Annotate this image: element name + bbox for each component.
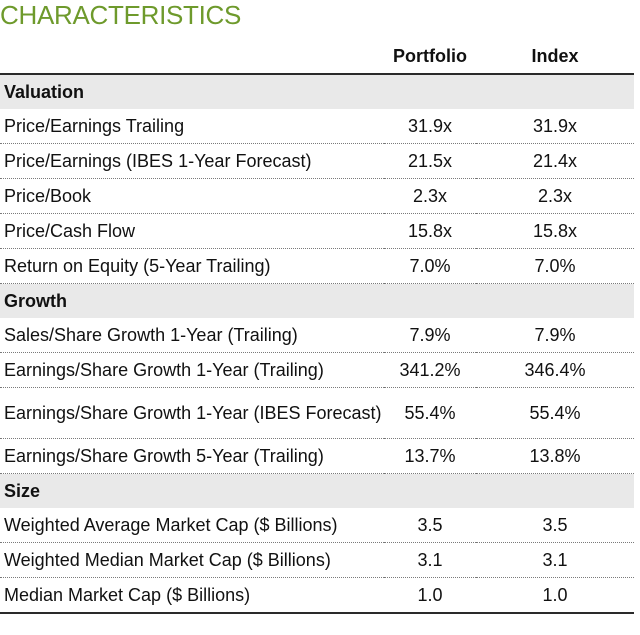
portfolio-value: 55.4% bbox=[384, 387, 476, 439]
table-row: Price/Earnings (IBES 1-Year Forecast) 21… bbox=[0, 143, 634, 179]
row-label: Price/Earnings Trailing bbox=[0, 109, 384, 144]
index-value: 346.4% bbox=[476, 352, 634, 388]
index-value: 15.8x bbox=[476, 213, 634, 249]
portfolio-value: 1.0 bbox=[384, 577, 476, 614]
index-value: 31.9x bbox=[476, 109, 634, 144]
page-title: CHARACTERISTICS bbox=[0, 0, 242, 30]
index-value: 2.3x bbox=[476, 178, 634, 214]
index-value: 3.5 bbox=[476, 508, 634, 543]
column-header-index: Index bbox=[476, 39, 634, 75]
portfolio-value: 21.5x bbox=[384, 143, 476, 179]
row-label: Sales/Share Growth 1-Year (Trailing) bbox=[0, 318, 384, 353]
portfolio-value: 7.9% bbox=[384, 318, 476, 353]
table-row: Weighted Average Market Cap ($ Billions)… bbox=[0, 508, 634, 543]
section-header-valuation: Valuation bbox=[0, 74, 634, 109]
table-row: Sales/Share Growth 1-Year (Trailing) 7.9… bbox=[0, 318, 634, 353]
row-label: Earnings/Share Growth 1-Year (Trailing) bbox=[0, 352, 384, 388]
section-title: Size bbox=[0, 473, 634, 508]
row-label: Price/Book bbox=[0, 178, 384, 214]
portfolio-value: 341.2% bbox=[384, 352, 476, 388]
table-row: Weighted Median Market Cap ($ Billions) … bbox=[0, 542, 634, 578]
index-value: 7.0% bbox=[476, 248, 634, 284]
table-row: Price/Book 2.3x 2.3x bbox=[0, 178, 634, 214]
table-row: Earnings/Share Growth 5-Year (Trailing) … bbox=[0, 438, 634, 474]
portfolio-value: 13.7% bbox=[384, 438, 476, 474]
row-label: Return on Equity (5-Year Trailing) bbox=[0, 248, 384, 284]
row-label: Price/Earnings (IBES 1-Year Forecast) bbox=[0, 143, 384, 179]
index-value: 13.8% bbox=[476, 438, 634, 474]
row-label: Weighted Median Market Cap ($ Billions) bbox=[0, 542, 384, 578]
row-label: Earnings/Share Growth 5-Year (Trailing) bbox=[0, 438, 384, 474]
header-row: Portfolio Index bbox=[0, 39, 634, 75]
index-value: 55.4% bbox=[476, 387, 634, 439]
section-header-size: Size bbox=[0, 473, 634, 508]
characteristics-table: Portfolio Index Valuation Price/Earnings… bbox=[0, 39, 634, 614]
portfolio-value: 15.8x bbox=[384, 213, 476, 249]
column-header-portfolio: Portfolio bbox=[384, 39, 476, 75]
row-label: Earnings/Share Growth 1-Year (IBES Forec… bbox=[0, 387, 384, 439]
row-label: Price/Cash Flow bbox=[0, 213, 384, 249]
table-row: Return on Equity (5-Year Trailing) 7.0% … bbox=[0, 248, 634, 284]
header-label-cell bbox=[0, 39, 384, 75]
table-row: Earnings/Share Growth 1-Year (Trailing) … bbox=[0, 352, 634, 388]
section-header-growth: Growth bbox=[0, 283, 634, 318]
portfolio-value: 3.5 bbox=[384, 508, 476, 543]
table-row: Earnings/Share Growth 1-Year (IBES Forec… bbox=[0, 387, 634, 439]
portfolio-value: 7.0% bbox=[384, 248, 476, 284]
portfolio-value: 2.3x bbox=[384, 178, 476, 214]
index-value: 3.1 bbox=[476, 542, 634, 578]
table-row: Price/Cash Flow 15.8x 15.8x bbox=[0, 213, 634, 249]
section-title: Valuation bbox=[0, 74, 634, 109]
section-title: Growth bbox=[0, 283, 634, 318]
row-label: Weighted Average Market Cap ($ Billions) bbox=[0, 508, 384, 543]
table-row: Median Market Cap ($ Billions) 1.0 1.0 bbox=[0, 577, 634, 614]
index-value: 1.0 bbox=[476, 577, 634, 614]
row-label: Median Market Cap ($ Billions) bbox=[0, 577, 384, 614]
portfolio-value: 3.1 bbox=[384, 542, 476, 578]
table-row: Price/Earnings Trailing 31.9x 31.9x bbox=[0, 109, 634, 144]
index-value: 7.9% bbox=[476, 318, 634, 353]
index-value: 21.4x bbox=[476, 143, 634, 179]
portfolio-value: 31.9x bbox=[384, 109, 476, 144]
